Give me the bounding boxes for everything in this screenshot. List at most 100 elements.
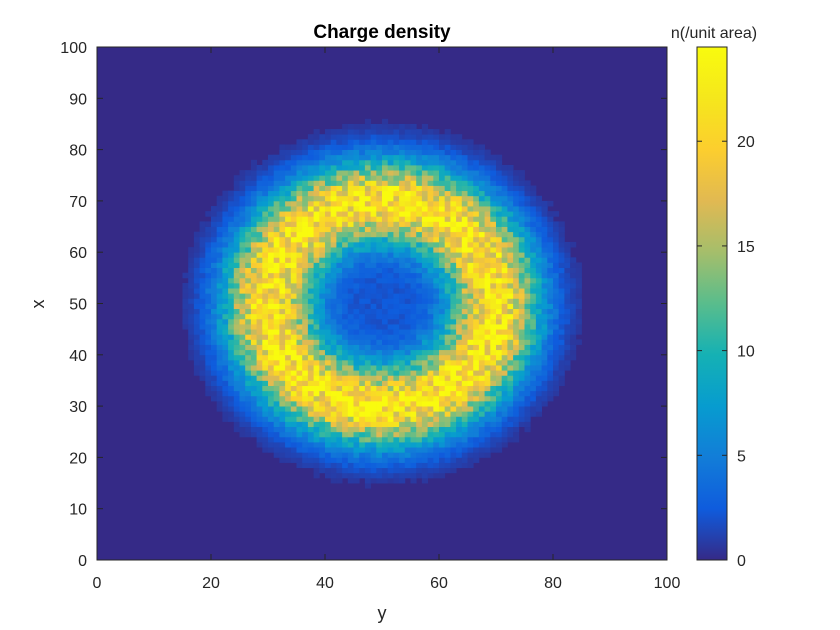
heatmap-cell [364,211,371,217]
heatmap-cell [370,252,377,258]
heatmap-cell [228,195,235,202]
heatmap-cell [513,426,520,433]
heatmap-cell [535,334,542,340]
heatmap-cell [262,159,269,166]
heatmap-cell [427,144,434,150]
heatmap-cell [330,400,337,407]
heatmap-cell [444,452,451,458]
heatmap-cell [228,318,235,325]
heatmap-cell [353,170,360,176]
heatmap-cell [199,313,206,320]
heatmap-cell [325,267,332,274]
heatmap-cell [245,185,252,192]
heatmap-cell [518,247,525,253]
heatmap-cell [279,370,286,376]
heatmap-cell [416,390,423,397]
heatmap-cell [484,282,491,289]
heatmap-cell [285,267,292,274]
heatmap-cell [478,421,485,428]
heatmap-cell [233,354,240,361]
heatmap-cell [256,211,263,217]
heatmap-cell [273,241,280,248]
heatmap-cell [325,298,332,304]
heatmap-cell [496,154,503,161]
heatmap-cell [359,421,366,428]
heatmap-cell [336,349,343,356]
heatmap-cell [216,406,223,412]
heatmap-cell [216,200,223,207]
heatmap-cell [553,257,560,263]
heatmap-cell [444,349,451,356]
heatmap-cell [228,282,235,289]
heatmap-cell [439,400,446,407]
heatmap-cell [279,452,286,458]
heatmap-cell [439,467,446,474]
heatmap-cell [245,339,252,345]
heatmap-cell [256,185,263,192]
heatmap-cell [245,375,252,381]
heatmap-cell [467,324,474,330]
heatmap-cell [490,154,497,161]
heatmap-cell [421,400,428,407]
heatmap-cell [575,262,582,268]
heatmap-cell [370,457,377,463]
heatmap-cell [467,252,474,258]
heatmap-cell [307,365,314,371]
heatmap-cell [530,365,537,371]
heatmap-cell [325,411,332,417]
heatmap-cell [399,359,406,366]
heatmap-cell [307,134,314,140]
heatmap-cell [564,298,571,304]
heatmap-cell [382,313,389,320]
heatmap-cell [256,262,263,268]
heatmap-cell [501,370,508,376]
heatmap-cell [364,400,371,407]
heatmap-cell [513,339,520,345]
heatmap-cell [547,211,554,217]
heatmap-cell [410,334,417,340]
heatmap-cell [490,293,497,299]
heatmap-cell [353,472,360,479]
heatmap-cell [296,149,303,156]
heatmap-cell [421,380,428,386]
heatmap-cell [530,190,537,197]
heatmap-cell [450,436,457,443]
heatmap-cell [501,282,508,289]
heatmap-cell [211,288,218,294]
heatmap-cell [353,180,360,186]
heatmap-cell [467,334,474,340]
heatmap-cell [313,452,320,458]
heatmap-cell [296,231,303,238]
heatmap-cell [313,349,320,356]
heatmap-cell [199,221,206,227]
heatmap-cell [387,395,394,402]
heatmap-cell [427,236,434,243]
heatmap-cell [222,252,229,258]
heatmap-cell [427,303,434,310]
heatmap-cell [250,164,257,171]
heatmap-cell [404,385,411,392]
heatmap-cell [393,293,400,299]
heatmap-cell [439,262,446,268]
heatmap-cell [467,339,474,345]
heatmap-cell [433,426,440,433]
heatmap-cell [558,236,565,243]
heatmap-cell [285,431,292,438]
heatmap-cell [387,272,394,279]
heatmap-cell [501,211,508,217]
heatmap-cell [205,241,212,248]
heatmap-cell [256,252,263,258]
heatmap-cell [222,365,229,371]
heatmap-cell [239,400,246,407]
heatmap-cell [359,400,366,407]
heatmap-cell [541,262,548,268]
heatmap-cell [496,200,503,207]
heatmap-cell [359,247,366,253]
heatmap-cell [336,375,343,381]
heatmap-cell [496,252,503,258]
heatmap-cell [410,262,417,268]
heatmap-cell [421,277,428,284]
heatmap-cell [307,426,314,433]
heatmap-cell [530,339,537,345]
heatmap-cell [399,452,406,458]
